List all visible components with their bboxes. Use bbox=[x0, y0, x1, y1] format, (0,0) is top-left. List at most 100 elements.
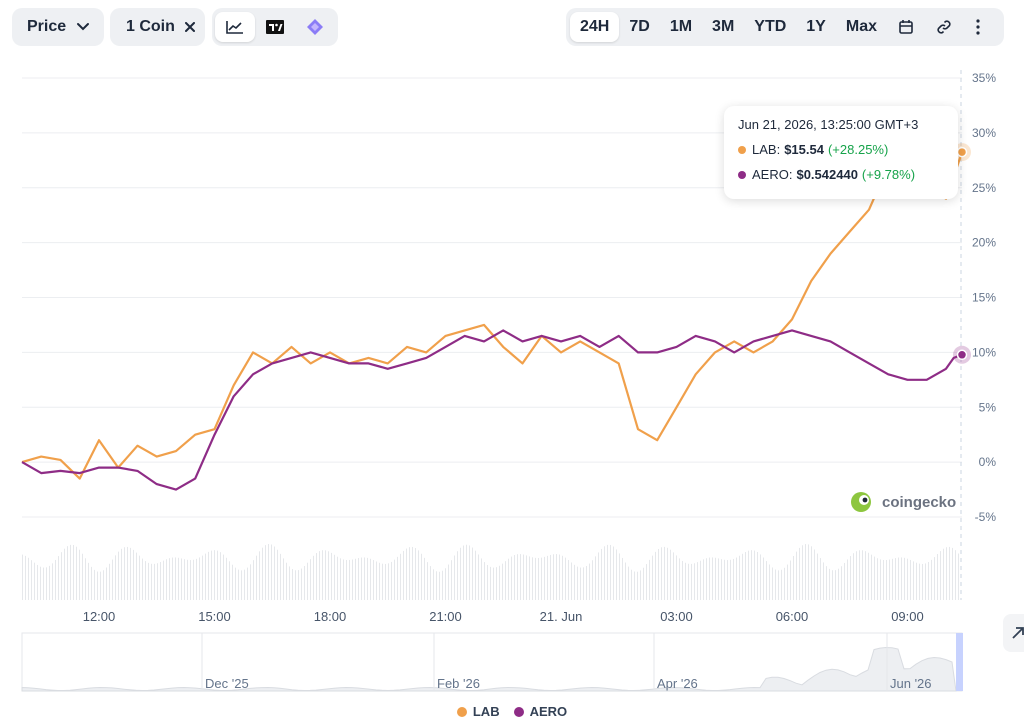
range-1m-button[interactable]: 1M bbox=[669, 18, 693, 35]
volume-bar bbox=[205, 553, 206, 600]
volume-bar bbox=[412, 546, 413, 600]
link-icon bbox=[937, 20, 951, 34]
series-line-aero bbox=[21, 329, 963, 491]
volume-bar bbox=[805, 544, 806, 600]
range-3m-button[interactable]: 3M bbox=[712, 18, 735, 35]
volume-bar bbox=[397, 556, 398, 600]
volume-bar bbox=[103, 570, 104, 600]
range-7d-button[interactable]: 7D bbox=[629, 18, 650, 35]
volume-bar bbox=[433, 569, 434, 600]
volume-bar bbox=[544, 556, 545, 600]
volume-bar bbox=[910, 559, 911, 600]
volume-bar bbox=[52, 563, 53, 600]
gecko-logo-icon bbox=[851, 492, 871, 512]
volume-bar bbox=[637, 571, 638, 600]
volume-bar bbox=[232, 564, 233, 600]
volume-bar bbox=[655, 551, 656, 600]
more-options-button[interactable] bbox=[963, 12, 993, 42]
volume-bar bbox=[442, 570, 443, 600]
volume-bar bbox=[604, 546, 605, 600]
volume-bar bbox=[619, 553, 620, 600]
volume-bar bbox=[418, 550, 419, 600]
volume-bar bbox=[400, 553, 401, 600]
volume-bar bbox=[769, 564, 770, 600]
volume-bar bbox=[949, 546, 950, 600]
volume-bar bbox=[325, 550, 326, 600]
lab-legend-dot-icon bbox=[456, 706, 467, 717]
volume-bar bbox=[703, 559, 704, 600]
volume-bar bbox=[253, 560, 254, 600]
volume-bar bbox=[463, 545, 464, 600]
volume-bar bbox=[331, 552, 332, 600]
volume-bar bbox=[91, 566, 92, 600]
range-navigator[interactable]: Dec '25 Feb '26 Apr '26 Jun '26 bbox=[21, 632, 963, 692]
chart-legend: LAB AERO bbox=[0, 704, 1024, 719]
volume-bar bbox=[61, 552, 62, 600]
volume-bar bbox=[457, 551, 458, 600]
volume-bar bbox=[625, 562, 626, 600]
volume-bar bbox=[43, 567, 44, 600]
range-max-button[interactable]: Max bbox=[845, 18, 877, 35]
volume-bar bbox=[73, 545, 74, 600]
volume-bar bbox=[784, 567, 785, 600]
volume-bar bbox=[163, 560, 164, 600]
range-ytd-button[interactable]: YTD bbox=[754, 18, 787, 35]
volume-bar bbox=[523, 554, 524, 600]
navigator-handle[interactable] bbox=[956, 633, 963, 691]
volume-bar bbox=[499, 565, 500, 600]
legend-aero-label: AERO bbox=[529, 704, 568, 719]
compare-button[interactable] bbox=[295, 12, 335, 42]
volume-bar bbox=[541, 557, 542, 600]
volume-bar bbox=[922, 563, 923, 600]
volume-bar bbox=[148, 562, 149, 600]
volume-bar bbox=[727, 560, 728, 600]
volume-bar bbox=[118, 551, 119, 600]
volume-bar bbox=[853, 553, 854, 600]
volume-bar bbox=[328, 551, 329, 600]
volume-bar bbox=[679, 558, 680, 600]
line-chart-button[interactable] bbox=[215, 12, 255, 42]
expand-icon bbox=[1012, 627, 1024, 639]
volume-bar bbox=[955, 550, 956, 600]
volume-bar bbox=[187, 559, 188, 600]
volume-bar bbox=[871, 554, 872, 600]
volume-bar bbox=[667, 547, 668, 600]
volume-bar bbox=[895, 558, 896, 600]
volume-bar bbox=[730, 559, 731, 600]
volume-bar bbox=[709, 557, 710, 600]
volume-bar bbox=[127, 546, 128, 600]
volume-bar bbox=[712, 557, 713, 600]
tradingview-button[interactable] bbox=[255, 12, 295, 42]
share-link-button[interactable] bbox=[925, 12, 963, 42]
calendar-button[interactable] bbox=[887, 12, 925, 42]
legend-item-aero[interactable]: AERO bbox=[513, 704, 568, 719]
volume-bar bbox=[55, 559, 56, 600]
range-24h-button[interactable]: 24H bbox=[570, 12, 620, 42]
volume-bar bbox=[571, 562, 572, 600]
price-dropdown[interactable]: Price bbox=[12, 8, 104, 46]
legend-item-lab[interactable]: LAB bbox=[456, 704, 500, 719]
volume-bar bbox=[787, 564, 788, 600]
volume-bar bbox=[124, 547, 125, 600]
coin-filter-chip[interactable]: 1 Coin bbox=[110, 8, 205, 46]
x-tick-label: 03:00 bbox=[660, 609, 693, 624]
volume-bar bbox=[64, 548, 65, 600]
volume-bar bbox=[157, 563, 158, 600]
range-1y-button[interactable]: 1Y bbox=[806, 18, 826, 35]
volume-bar bbox=[28, 557, 29, 600]
volume-bar bbox=[322, 550, 323, 600]
volume-bar bbox=[241, 570, 242, 600]
volume-bar bbox=[184, 559, 185, 600]
coingecko-watermark: coingecko bbox=[851, 492, 956, 512]
volume-bar bbox=[226, 557, 227, 600]
volume-bar bbox=[724, 559, 725, 600]
diamond-icon bbox=[307, 19, 323, 35]
volume-bar bbox=[109, 563, 110, 600]
close-icon[interactable] bbox=[184, 22, 195, 32]
volume-bar bbox=[913, 561, 914, 600]
volume-bar bbox=[925, 563, 926, 600]
side-panel-toggle[interactable] bbox=[1003, 614, 1024, 652]
volume-bar bbox=[202, 555, 203, 600]
volume-bar bbox=[511, 556, 512, 600]
